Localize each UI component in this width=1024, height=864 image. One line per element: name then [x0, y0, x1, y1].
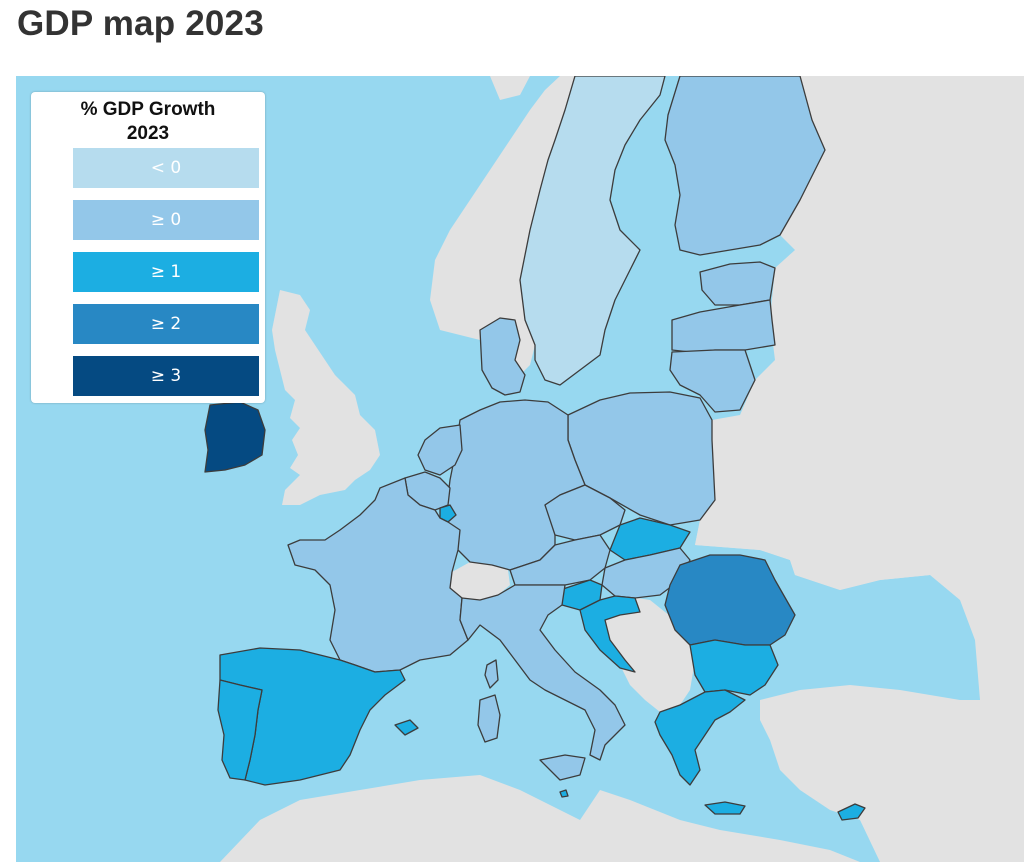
legend-label-2: ≥ 2: [150, 314, 182, 334]
legend-label-0: ≥ 0: [150, 210, 182, 230]
europe-map[interactable]: [16, 76, 1024, 862]
country-france-corsica[interactable]: [484, 659, 499, 689]
country-france[interactable]: [287, 477, 469, 673]
legend-title-line2: 2023: [126, 123, 170, 144]
legend-label-3: ≥ 3: [150, 366, 182, 386]
country-croatia[interactable]: [579, 595, 641, 673]
legend-class-below-0[interactable]: < 0: [73, 148, 259, 188]
country-spain-balearic[interactable]: [394, 719, 419, 736]
legend-class-0[interactable]: ≥ 0: [73, 200, 259, 240]
country-luxembourg[interactable]: [439, 504, 457, 523]
country-romania[interactable]: [664, 554, 796, 646]
legend-title: % GDP Growth 2023: [31, 98, 265, 146]
country-latvia[interactable]: [671, 299, 776, 353]
country-ireland[interactable]: [204, 401, 266, 473]
legend-label-1: ≥ 1: [150, 262, 182, 282]
country-finland[interactable]: [664, 76, 826, 256]
map-legend: % GDP Growth 2023 < 0 ≥ 0 ≥ 1 ≥ 2 ≥ 3: [31, 92, 265, 403]
country-malta[interactable]: [559, 789, 569, 798]
country-netherlands[interactable]: [417, 424, 463, 476]
legend-class-1[interactable]: ≥ 1: [73, 252, 259, 292]
country-cyprus[interactable]: [837, 803, 866, 821]
country-italy-sardinia[interactable]: [477, 694, 501, 743]
country-portugal[interactable]: [217, 679, 263, 781]
legend-title-line1: % GDP Growth: [80, 99, 216, 120]
country-greece-crete[interactable]: [704, 801, 746, 815]
country-estonia[interactable]: [699, 261, 776, 306]
country-italy-sicily[interactable]: [539, 754, 586, 781]
legend-class-3[interactable]: ≥ 3: [73, 356, 259, 396]
map-area[interactable]: [16, 76, 1024, 862]
legend-label-below-0: < 0: [150, 158, 182, 178]
non-member-land: [220, 76, 1024, 862]
country-greece[interactable]: [654, 689, 746, 786]
country-italy[interactable]: [459, 584, 626, 761]
country-sweden[interactable]: [519, 76, 666, 386]
page-title: GDP map 2023: [17, 4, 264, 43]
country-bulgaria[interactable]: [689, 639, 779, 696]
eu-countries[interactable]: [204, 76, 866, 821]
legend-class-2[interactable]: ≥ 2: [73, 304, 259, 344]
country-lithuania[interactable]: [669, 349, 756, 413]
country-denmark[interactable]: [479, 317, 526, 396]
country-czechia[interactable]: [544, 484, 626, 541]
